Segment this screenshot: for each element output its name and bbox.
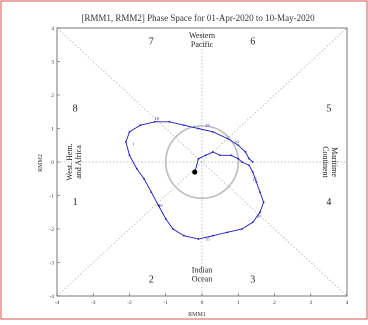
y-tick-label: -2 bbox=[49, 227, 54, 233]
region-label: Indian Ocean bbox=[192, 266, 212, 284]
trajectory-line bbox=[125, 121, 265, 240]
day-label: 30 bbox=[256, 213, 261, 218]
day-label: 20 bbox=[234, 140, 239, 145]
chart-title: [RMM1, RMM2] Phase Space for 01-Apr-2020… bbox=[81, 13, 315, 23]
trajectory-point bbox=[139, 124, 142, 127]
trajectory-point bbox=[168, 120, 171, 123]
x-tick-label: 2 bbox=[273, 300, 276, 306]
trajectory-point bbox=[211, 234, 214, 237]
x-tick-label: -1 bbox=[163, 300, 168, 306]
y-tick-label: 2 bbox=[51, 93, 54, 99]
day-label: 15 bbox=[205, 123, 210, 128]
day-label: 40 bbox=[158, 203, 163, 208]
y-tick-label: -4 bbox=[49, 294, 54, 300]
trajectory-point bbox=[197, 157, 200, 160]
trajectory-point bbox=[248, 157, 251, 160]
y-tick-label: -1 bbox=[49, 194, 54, 200]
day-label: 10 bbox=[154, 116, 159, 121]
trajectory-point bbox=[240, 228, 243, 230]
x-tick-label: -2 bbox=[127, 300, 132, 306]
phase-label: 6 bbox=[250, 36, 255, 47]
region-label: Western Pacific bbox=[189, 31, 215, 49]
trajectory-point bbox=[230, 154, 232, 157]
phase-label: 7 bbox=[149, 36, 154, 47]
y-tick-label: 4 bbox=[51, 26, 54, 32]
region-label-line: Maritime bbox=[330, 147, 339, 177]
trajectory-point bbox=[219, 154, 222, 157]
trajectory-point bbox=[255, 181, 258, 184]
x-axis-label: RMM1 bbox=[188, 312, 206, 318]
y-tick-label: 0 bbox=[51, 160, 54, 166]
trajectory-point bbox=[262, 201, 265, 204]
trajectory-point bbox=[157, 204, 160, 207]
region-label-line: Ocean bbox=[192, 275, 212, 284]
trajectory-point bbox=[259, 211, 261, 214]
region-label: West. Hem.and Africa bbox=[65, 143, 83, 180]
region-label-line: Western bbox=[189, 31, 215, 40]
trajectory-point bbox=[244, 151, 247, 153]
trajectory-point bbox=[150, 191, 153, 194]
region-label-line: Continent bbox=[321, 146, 330, 178]
trajectory-point bbox=[226, 137, 229, 140]
region-label-line: and Africa bbox=[74, 145, 83, 179]
trajectory-point bbox=[128, 130, 131, 133]
x-tick-label: 0 bbox=[201, 300, 204, 306]
y-tick-label: 3 bbox=[51, 60, 54, 66]
trajectory-point bbox=[153, 120, 156, 123]
x-tick-label: 1 bbox=[237, 300, 240, 306]
trajectory-point bbox=[204, 154, 207, 157]
phase-label: 8 bbox=[73, 103, 78, 114]
trajectory-point bbox=[197, 238, 200, 240]
region-label: MaritimeContinent bbox=[321, 146, 339, 178]
trajectory-point bbox=[240, 161, 243, 163]
trajectory-point bbox=[143, 177, 145, 180]
trajectory-point bbox=[135, 167, 138, 170]
trajectory-point bbox=[237, 157, 240, 160]
x-tick-label: -3 bbox=[91, 300, 96, 306]
x-tick-label: -4 bbox=[55, 300, 60, 306]
day-label: 1 bbox=[132, 141, 134, 146]
trajectory-point bbox=[251, 221, 254, 224]
trajectory-point bbox=[211, 151, 214, 153]
region-label-line: Pacific bbox=[191, 40, 214, 49]
trajectory-point bbox=[248, 164, 251, 167]
trajectory-point bbox=[211, 130, 214, 133]
region-label-line: West. Hem. bbox=[65, 143, 74, 180]
phase-label: 5 bbox=[326, 103, 331, 114]
phase-label: 4 bbox=[326, 197, 331, 208]
trajectory-point bbox=[251, 161, 254, 163]
trajectory-point bbox=[164, 218, 167, 220]
phase-label: 2 bbox=[149, 274, 154, 285]
day-label: 35 bbox=[205, 237, 210, 242]
trajectory-point bbox=[226, 231, 229, 234]
phase-label: 1 bbox=[73, 197, 78, 208]
trajectory-point bbox=[197, 127, 200, 130]
phase-divider-diagonal bbox=[56, 27, 348, 297]
trajectory-point bbox=[182, 124, 185, 127]
trajectory-point bbox=[259, 191, 261, 194]
trajectory-point bbox=[182, 234, 185, 237]
trajectory-point bbox=[124, 141, 127, 143]
trajectory-point bbox=[251, 171, 254, 173]
region-label-line: Indian bbox=[192, 266, 212, 275]
x-tick-label: 4 bbox=[346, 300, 349, 306]
y-axis-label: RMM2 bbox=[38, 154, 44, 172]
start-marker bbox=[192, 169, 198, 175]
trajectory-point bbox=[237, 144, 240, 147]
trajectory-point bbox=[128, 154, 131, 157]
y-tick-label: -3 bbox=[49, 261, 54, 267]
unit-circle bbox=[164, 124, 240, 200]
y-tick-label: 1 bbox=[51, 127, 54, 133]
x-tick-label: 3 bbox=[309, 300, 312, 306]
trajectory-point bbox=[172, 228, 174, 230]
phase-label: 3 bbox=[250, 274, 255, 285]
day-label: 25 bbox=[252, 176, 257, 181]
